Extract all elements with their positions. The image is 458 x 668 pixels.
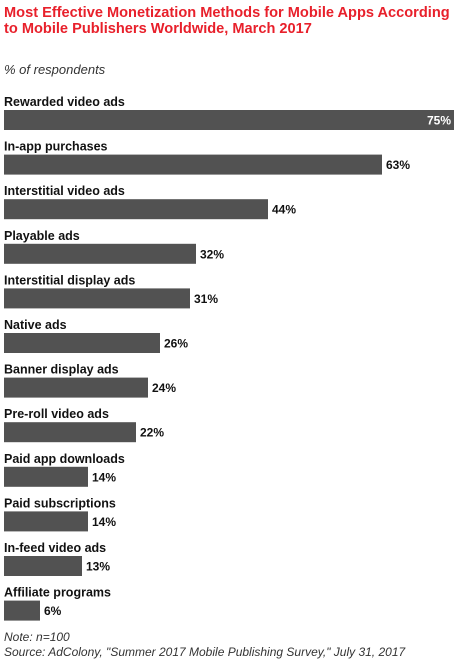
bar <box>4 110 454 130</box>
category-label: Playable ads <box>4 229 80 243</box>
value-label: 44% <box>272 203 296 217</box>
bar <box>4 243 196 264</box>
bar <box>4 333 160 353</box>
chart-footnote: Note: n=100 Source: AdColony, "Summer 20… <box>4 630 456 660</box>
bar <box>4 422 136 443</box>
chart-subtitle: % of respondents <box>4 62 106 77</box>
category-label: Native ads <box>4 318 67 332</box>
bar <box>4 154 382 175</box>
value-label: 31% <box>194 292 218 306</box>
category-label: Interstitial video ads <box>4 184 125 198</box>
category-label: Banner display ads <box>4 363 119 377</box>
note-text: Note: n=100 <box>4 630 70 644</box>
value-label: 22% <box>140 426 164 440</box>
bar <box>4 466 88 487</box>
value-label: 6% <box>44 604 62 618</box>
bar <box>4 288 190 309</box>
chart-title: Most Effective Monetization Methods for … <box>4 5 450 37</box>
value-label: 13% <box>86 560 110 574</box>
bar <box>4 600 40 621</box>
category-label: In-app purchases <box>4 140 108 154</box>
bar <box>4 511 88 532</box>
category-label: Rewarded video ads <box>4 95 125 109</box>
category-label: Paid subscriptions <box>4 496 116 510</box>
bar <box>4 556 82 576</box>
category-label: Paid app downloads <box>4 452 125 466</box>
source-text: Source: AdColony, "Summer 2017 Mobile Pu… <box>4 645 406 659</box>
category-label: Pre-roll video ads <box>4 407 109 421</box>
value-label: 32% <box>200 247 224 261</box>
category-label: In-feed video ads <box>4 541 106 555</box>
bar <box>4 199 268 220</box>
category-label: Interstitial display ads <box>4 273 135 287</box>
value-label: 14% <box>92 470 116 484</box>
value-label: 26% <box>164 337 188 351</box>
value-label: 63% <box>386 158 410 172</box>
value-label: 75% <box>427 114 451 128</box>
value-label: 24% <box>152 381 176 395</box>
category-label: Affiliate programs <box>4 586 111 600</box>
bar <box>4 377 148 398</box>
value-label: 14% <box>92 515 116 529</box>
